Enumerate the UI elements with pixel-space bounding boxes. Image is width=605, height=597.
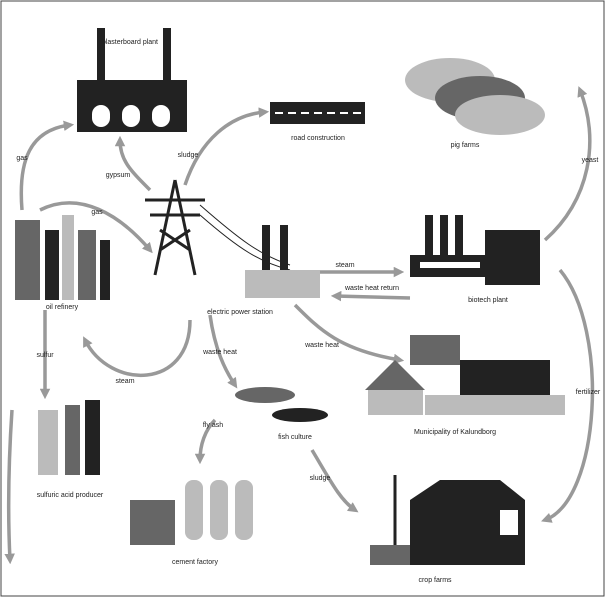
edge-label: steam <box>115 378 134 385</box>
edge-label: fertilizer <box>576 389 601 396</box>
node-label: pig farms <box>451 142 480 149</box>
node-label: fish culture <box>278 434 312 441</box>
edge-label: waste heat <box>202 349 237 356</box>
node-label: Municipality of Kalundborg <box>414 429 496 436</box>
edge-label: fly ash <box>203 422 223 429</box>
node-label: electric power station <box>207 309 273 316</box>
diagram: plasterboard plant road construction pig… <box>0 0 605 597</box>
edge-label: gas <box>16 155 28 162</box>
edge-label: gas <box>91 209 103 216</box>
node-label: biotech plant <box>468 297 508 304</box>
edge-label: sludge <box>178 152 199 159</box>
edge-label: gypsum <box>106 172 131 179</box>
node-label: road construction <box>291 135 345 142</box>
edge-label: steam <box>335 262 354 269</box>
node-label: sulfuric acid producer <box>37 492 104 499</box>
edge-label: sulfur <box>36 352 54 359</box>
node-label: crop farms <box>418 577 452 584</box>
edge-label: yeast <box>582 157 599 164</box>
edge-label: sludge <box>310 475 331 482</box>
road-icon <box>270 102 365 124</box>
node-label: plasterboard plant <box>102 39 158 46</box>
node-label: oil refinery <box>46 304 79 311</box>
node-label: cement factory <box>172 559 218 566</box>
edge-label: waste heat <box>304 342 339 349</box>
edge-label: waste heat return <box>344 285 399 292</box>
acid-icon <box>38 400 100 475</box>
